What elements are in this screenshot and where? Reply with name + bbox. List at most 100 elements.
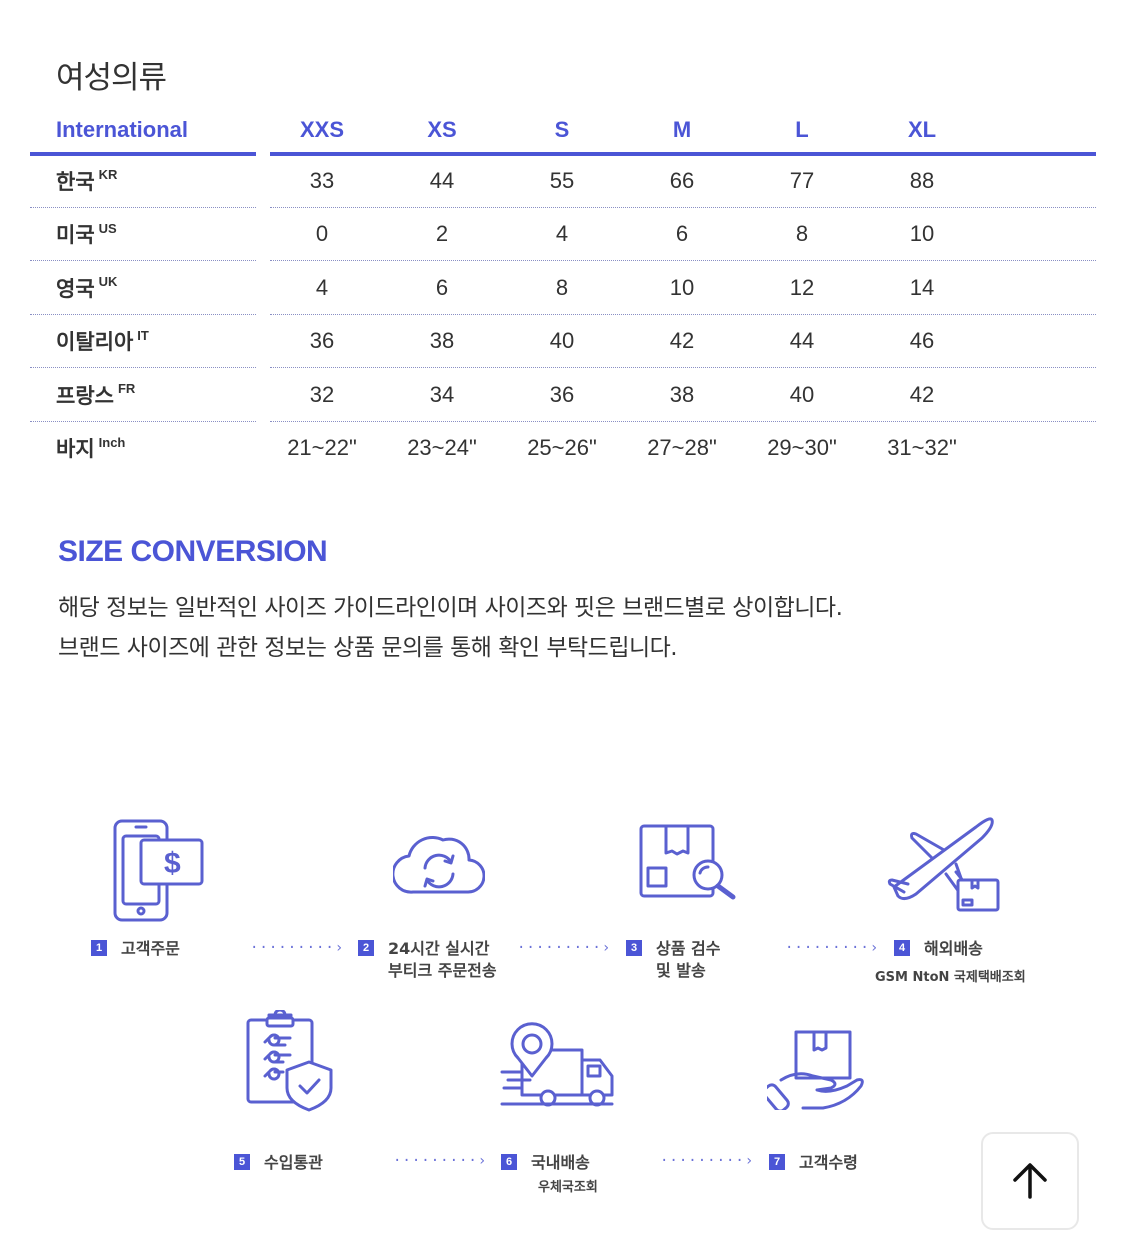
svg-text:$: $ — [164, 847, 181, 880]
table-cell: 21~22" — [287, 435, 357, 461]
table-cell: 12 — [789, 274, 815, 300]
row-divider — [270, 206, 1096, 208]
table-cell: 55 — [549, 167, 575, 193]
package-inspect-icon — [638, 823, 738, 901]
table-row: 바지 Inch 21~22" 23~24" 25~26" 27~28" 29~30… — [30, 422, 1096, 476]
table-cell: 66 — [669, 167, 695, 193]
row-divider — [270, 313, 1096, 315]
header-size: M — [672, 117, 692, 142]
table-cell: 33 — [309, 167, 335, 193]
header-size: S — [554, 117, 570, 142]
row-label: 영국 UK — [56, 274, 118, 301]
table-cell: 2 — [435, 221, 449, 247]
table-cell: 88 — [909, 167, 935, 193]
step-number: 6 — [501, 1154, 517, 1170]
step-5: 5 수입통관 — [234, 1152, 323, 1174]
table-cell: 6 — [675, 221, 689, 247]
phone-payment-icon: $ — [112, 818, 207, 923]
table-cell: 27~28" — [647, 435, 717, 461]
table-row: 영국 UK 4 6 8 10 12 14 — [30, 261, 1096, 315]
table-cell: 10 — [909, 221, 935, 247]
step-3: 3 상품 검수 및 발송 — [626, 938, 720, 982]
row-label: 한국 KR — [56, 167, 118, 194]
tracking-link[interactable]: GSM NtoN 국제택배조회 — [875, 970, 1026, 985]
arrow-right-icon: ·········› — [393, 1153, 488, 1169]
table-cell: 31~32" — [887, 435, 957, 461]
row-divider — [30, 260, 256, 261]
row-label: 프랑스 FR — [56, 381, 136, 408]
step-label: 고객수령 — [799, 1153, 858, 1172]
step-1: 1 고객주문 — [91, 938, 180, 960]
step-label: 수입통관 — [264, 1153, 323, 1172]
table-cell: 0 — [315, 221, 329, 247]
table-row: 이탈리아 IT 36 38 40 42 44 46 — [30, 315, 1096, 368]
step-number: 2 — [358, 940, 374, 956]
table-cell: 44 — [429, 167, 455, 193]
row-label: 이탈리아 IT — [56, 327, 149, 355]
step-number: 7 — [769, 1154, 785, 1170]
step-number: 5 — [234, 1154, 250, 1170]
description-line: 브랜드 사이즈에 관한 정보는 상품 문의를 통해 확인 부탁드립니다. — [58, 635, 678, 661]
hand-package-icon — [767, 1030, 865, 1110]
header-size: L — [795, 117, 809, 142]
step-6: 6 국내배송 — [501, 1152, 590, 1174]
step-number: 4 — [894, 940, 910, 956]
table-cell: 10 — [669, 274, 695, 300]
table-cell: 38 — [429, 328, 455, 354]
step-7: 7 고객수령 — [769, 1152, 858, 1174]
table-cell: 4 — [555, 221, 569, 247]
table-row: 미국 US 0 2 4 6 8 10 — [30, 208, 1096, 261]
airplane-package-icon — [886, 812, 1001, 914]
table-cell: 40 — [549, 328, 575, 354]
table-cell: 36 — [549, 381, 575, 407]
size-table: International XXS XS S M L XL 한국 KR 33 44… — [30, 106, 1096, 475]
table-cell: 4 — [315, 274, 329, 300]
table-cell: 36 — [309, 328, 335, 354]
header-international: International — [56, 117, 189, 142]
table-cell: 14 — [909, 274, 935, 300]
row-divider — [270, 420, 1096, 422]
table-cell: 34 — [429, 381, 455, 407]
table-row: 한국 KR 33 44 55 66 77 88 — [30, 154, 1096, 208]
step-number: 1 — [91, 940, 107, 956]
table-row: 프랑스 FR 32 34 36 38 40 42 — [30, 368, 1096, 422]
step-number: 3 — [626, 940, 642, 956]
scroll-to-top-button[interactable] — [981, 1132, 1079, 1230]
table-cell: 8 — [555, 274, 569, 300]
row-divider — [30, 420, 256, 422]
row-label: 미국 US — [56, 220, 117, 248]
step-2: 2 24시간 실시간 부티크 주문전송 — [358, 938, 497, 982]
row-divider — [270, 367, 1096, 368]
arrow-right-icon: ·········› — [250, 940, 345, 956]
row-divider — [30, 313, 256, 315]
table-cell: 42 — [909, 381, 935, 407]
customs-clipboard-icon — [245, 1010, 335, 1112]
table-cell: 29~30" — [767, 435, 837, 461]
header-size: XL — [907, 117, 937, 142]
cloud-sync-icon — [393, 828, 485, 896]
size-conversion-title: SIZE CONVERSION — [58, 535, 328, 568]
table-cell: 6 — [435, 274, 449, 300]
header-divider — [270, 152, 1096, 156]
table-cell: 32 — [309, 381, 335, 407]
header-size: XS — [427, 117, 457, 142]
step-label: 국내배송 — [531, 1153, 590, 1172]
delivery-truck-icon — [500, 1020, 615, 1108]
table-header-row: International XXS XS S M L XL — [30, 106, 1096, 156]
row-label: 바지 Inch — [56, 434, 126, 462]
step-4: 4 해외배송 — [894, 938, 983, 960]
table-cell: 46 — [909, 328, 935, 354]
arrow-right-icon: ·········› — [660, 1153, 755, 1169]
row-divider — [30, 367, 256, 368]
step-label: 고객주문 — [121, 939, 180, 958]
tracking-link[interactable]: 우체국조회 — [538, 1180, 598, 1195]
row-divider — [30, 206, 256, 208]
table-cell: 44 — [789, 328, 815, 354]
size-conversion-description: 해당 정보는 일반적인 사이즈 가이드라인이며 사이즈와 핏은 브랜드별로 상이… — [58, 588, 843, 668]
table-cell: 38 — [669, 381, 695, 407]
row-divider — [270, 260, 1096, 261]
section-title: 여성의류 — [56, 60, 167, 96]
description-line: 해당 정보는 일반적인 사이즈 가이드라인이며 사이즈와 핏은 브랜드별로 상이… — [58, 595, 843, 621]
arrow-right-icon: ·········› — [785, 940, 880, 956]
header-size: XXS — [299, 117, 345, 142]
